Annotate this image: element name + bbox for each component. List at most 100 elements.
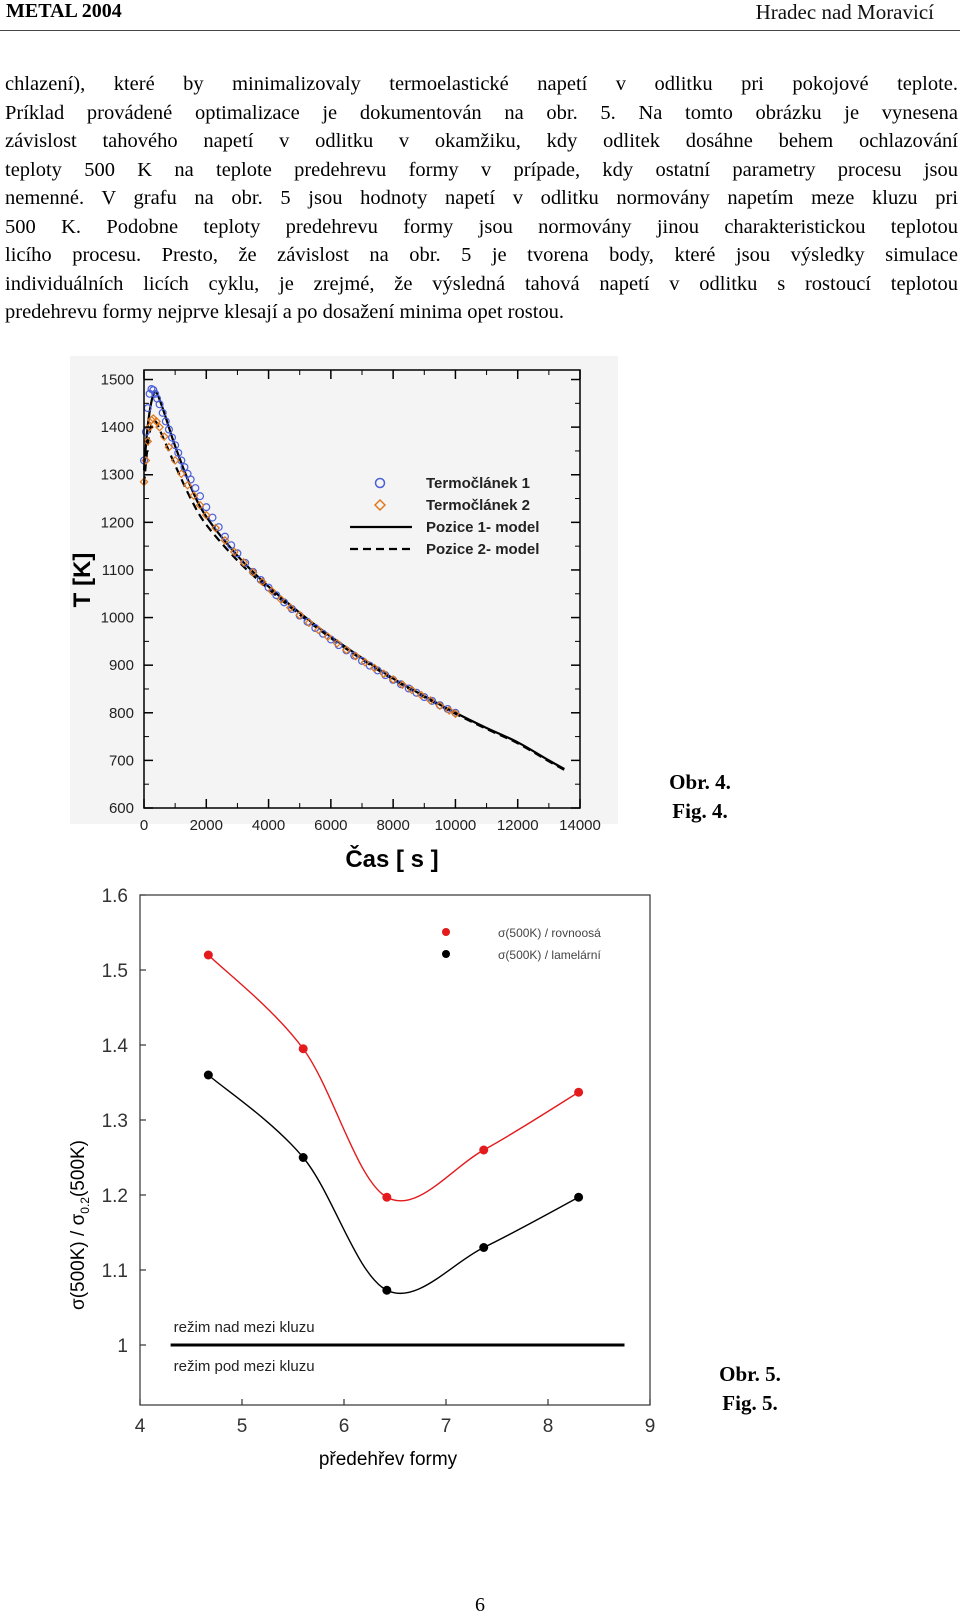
x-tick-label: 14000: [559, 817, 601, 834]
y-tick-label: 1.2: [102, 1186, 128, 1207]
data-point-termoclanek-1: [227, 541, 236, 550]
y-tick-label: 1200: [101, 514, 134, 531]
y-tick-label: 1: [117, 1336, 128, 1357]
data-point-termoclanek-1: [168, 433, 177, 442]
data-point-termoclanek-2: [183, 480, 193, 490]
header-rule: [0, 30, 960, 31]
figure-5-stress-chart: režim nad mezi kluzu režim pod mezi kluzu…: [68, 886, 656, 1470]
chart-legend: σ(500K) / rovnoosá σ(500K) / lamelární: [442, 926, 601, 962]
data-point-termoclanek-1: [311, 624, 320, 633]
paragraph-line: závislost tahového napetí v odlitku v ok…: [5, 130, 958, 152]
data-point-termoclanek-2: [267, 586, 277, 596]
data-point-termoclanek-1: [186, 475, 195, 484]
data-point-termoclanek-2: [341, 645, 351, 655]
data-point-termoclanek-1: [241, 558, 250, 567]
data-point-termoclanek-1: [350, 651, 359, 660]
paragraph-line: chlazení), které by minimalizovaly termo…: [5, 73, 958, 95]
x-tick-label: 9: [645, 1416, 656, 1437]
x-tick-label: 4000: [252, 817, 285, 834]
paragraph-line: nemenné. V grafu na obr. 5 jsou hodnoty …: [5, 187, 958, 209]
data-point-termoclanek-2: [435, 701, 445, 711]
data-point-termoclanek-2: [407, 685, 417, 695]
data-point-termoclanek-2: [416, 690, 426, 700]
paragraph-line: licího procesu. Presto, že závislost na …: [5, 244, 958, 266]
data-point-termoclanek-1: [220, 532, 229, 541]
y-axis-label: T [K]: [69, 553, 96, 608]
paragraph-line: predehrevu formy nejprve klesají a po do…: [5, 301, 565, 323]
data-point-rovnoosa: [479, 1145, 489, 1155]
plot-frame: [139, 894, 651, 1406]
data-point-termoclanek-2: [323, 632, 333, 642]
data-point-termoclanek-1: [404, 684, 413, 693]
data-point-rovnoosa: [382, 1192, 392, 1202]
data-point-termoclanek-2: [257, 577, 267, 587]
paragraph-line: teploty 500 K na teplote predehrevu form…: [5, 158, 958, 181]
paragraph-line: 500 K. Podobne teploty predehrevu formy …: [5, 215, 958, 238]
data-point-termoclanek-2: [220, 535, 230, 545]
data-point-lamelarni: [574, 1192, 584, 1202]
annotation-below-yield: režim pod mezi kluzu: [174, 1358, 315, 1375]
x-axis-label: Čas [ s ]: [345, 845, 438, 873]
data-point-lamelarni: [298, 1153, 308, 1162]
y-tick-label: 800: [109, 705, 134, 722]
data-point-termoclanek-2: [388, 675, 398, 684]
data-point-termoclanek-2: [159, 432, 169, 442]
data-point-termoclanek-2: [248, 567, 258, 577]
data-point-termoclanek-2: [211, 523, 221, 533]
legend-symbol-diamond: [373, 498, 387, 512]
header-location: Hradec nad Moravicí: [755, 0, 934, 24]
x-tick-label: 4: [135, 1416, 146, 1437]
data-point-termoclanek-1: [164, 425, 173, 434]
x-tick-label: 6: [339, 1416, 350, 1437]
data-point-termoclanek-2: [444, 705, 454, 715]
series-curve-rovnoosa: [207, 954, 579, 1202]
data-point-termoclanek-2: [379, 669, 389, 679]
caption-obr: Obr. 5.: [719, 1362, 781, 1386]
y-tick-label: 1.1: [102, 1261, 128, 1282]
y-tick-label: 1300: [101, 467, 134, 484]
data-point-termoclanek-1: [233, 549, 242, 558]
page-number: 6: [475, 1594, 485, 1616]
legend-symbol-rovnoosa: [442, 928, 450, 936]
y-tick-label: 700: [109, 752, 134, 769]
data-point-termoclanek-1: [161, 417, 170, 426]
x-tick-label: 10000: [435, 817, 477, 834]
data-point-termoclanek-2: [370, 663, 379, 673]
data-point-termoclanek-2: [313, 625, 323, 635]
x-tick-label: 6000: [314, 817, 347, 834]
x-tick-label: 8: [543, 1416, 554, 1437]
caption-fig: Fig. 5.: [722, 1391, 778, 1415]
figure-4-caption: Obr. 4. Fig. 4.: [650, 768, 750, 826]
y-tick-label: 1.5: [102, 961, 128, 982]
figure-4-temperature-chart: 600 700 800 900 1000 1100 1200 1300 1400 1500 0 200…: [69, 356, 618, 873]
x-axis-label: předehřev formy: [319, 1449, 458, 1470]
data-point-termoclanek-1: [155, 400, 164, 409]
data-point-termoclanek-2: [145, 422, 155, 432]
legend-entry: σ(500K) / lamelární: [498, 948, 601, 962]
series-curve-lamelarni: [207, 1074, 579, 1295]
data-point-termoclanek-2: [398, 680, 407, 690]
y-tick-label: 1.4: [102, 1036, 129, 1057]
data-point-termoclanek-2: [295, 610, 305, 620]
y-tick-label: 1400: [101, 419, 134, 436]
x-tick-label: 2000: [190, 817, 223, 834]
data-point-termoclanek-2: [276, 595, 286, 604]
x-tick-label: 7: [441, 1416, 452, 1437]
legend-symbol-circle: [374, 477, 386, 489]
data-point-termoclanek-1: [358, 656, 367, 665]
header-journal: METAL 2004: [6, 0, 122, 22]
data-point-termoclanek-2: [239, 557, 249, 567]
data-point-termoclanek-1: [151, 389, 160, 398]
data-point-termoclanek-2: [285, 603, 295, 613]
data-point-termoclanek-1: [180, 463, 189, 472]
x-tick-label: 8000: [376, 817, 409, 834]
caption-obr: Obr. 4.: [669, 770, 731, 794]
x-tick-label: 5: [237, 1416, 248, 1437]
svg-text:σ(500K) / σ0.2(500K): σ(500K) / σ0.2(500K): [68, 1140, 92, 1310]
data-point-termoclanek-2: [164, 442, 174, 452]
data-point-rovnoosa: [574, 1087, 584, 1097]
caption-fig: Fig. 4.: [672, 799, 728, 823]
data-point-termoclanek-2: [195, 500, 205, 510]
data-point-termoclanek-1: [171, 441, 180, 450]
figure-5-caption: Obr. 5. Fig. 5.: [700, 1360, 800, 1418]
